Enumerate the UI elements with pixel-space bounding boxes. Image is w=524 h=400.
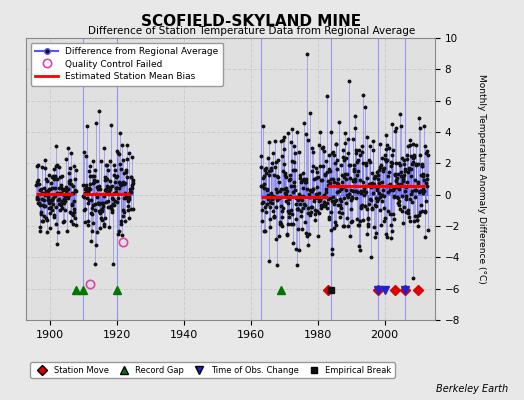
- Text: SCOFIELD-SKYLAND MINE: SCOFIELD-SKYLAND MINE: [141, 14, 362, 29]
- Y-axis label: Monthly Temperature Anomaly Difference (°C): Monthly Temperature Anomaly Difference (…: [477, 74, 486, 284]
- Text: Difference of Station Temperature Data from Regional Average: Difference of Station Temperature Data f…: [88, 26, 415, 36]
- Text: Berkeley Earth: Berkeley Earth: [436, 384, 508, 394]
- Legend: Station Move, Record Gap, Time of Obs. Change, Empirical Break: Station Move, Record Gap, Time of Obs. C…: [30, 362, 395, 378]
